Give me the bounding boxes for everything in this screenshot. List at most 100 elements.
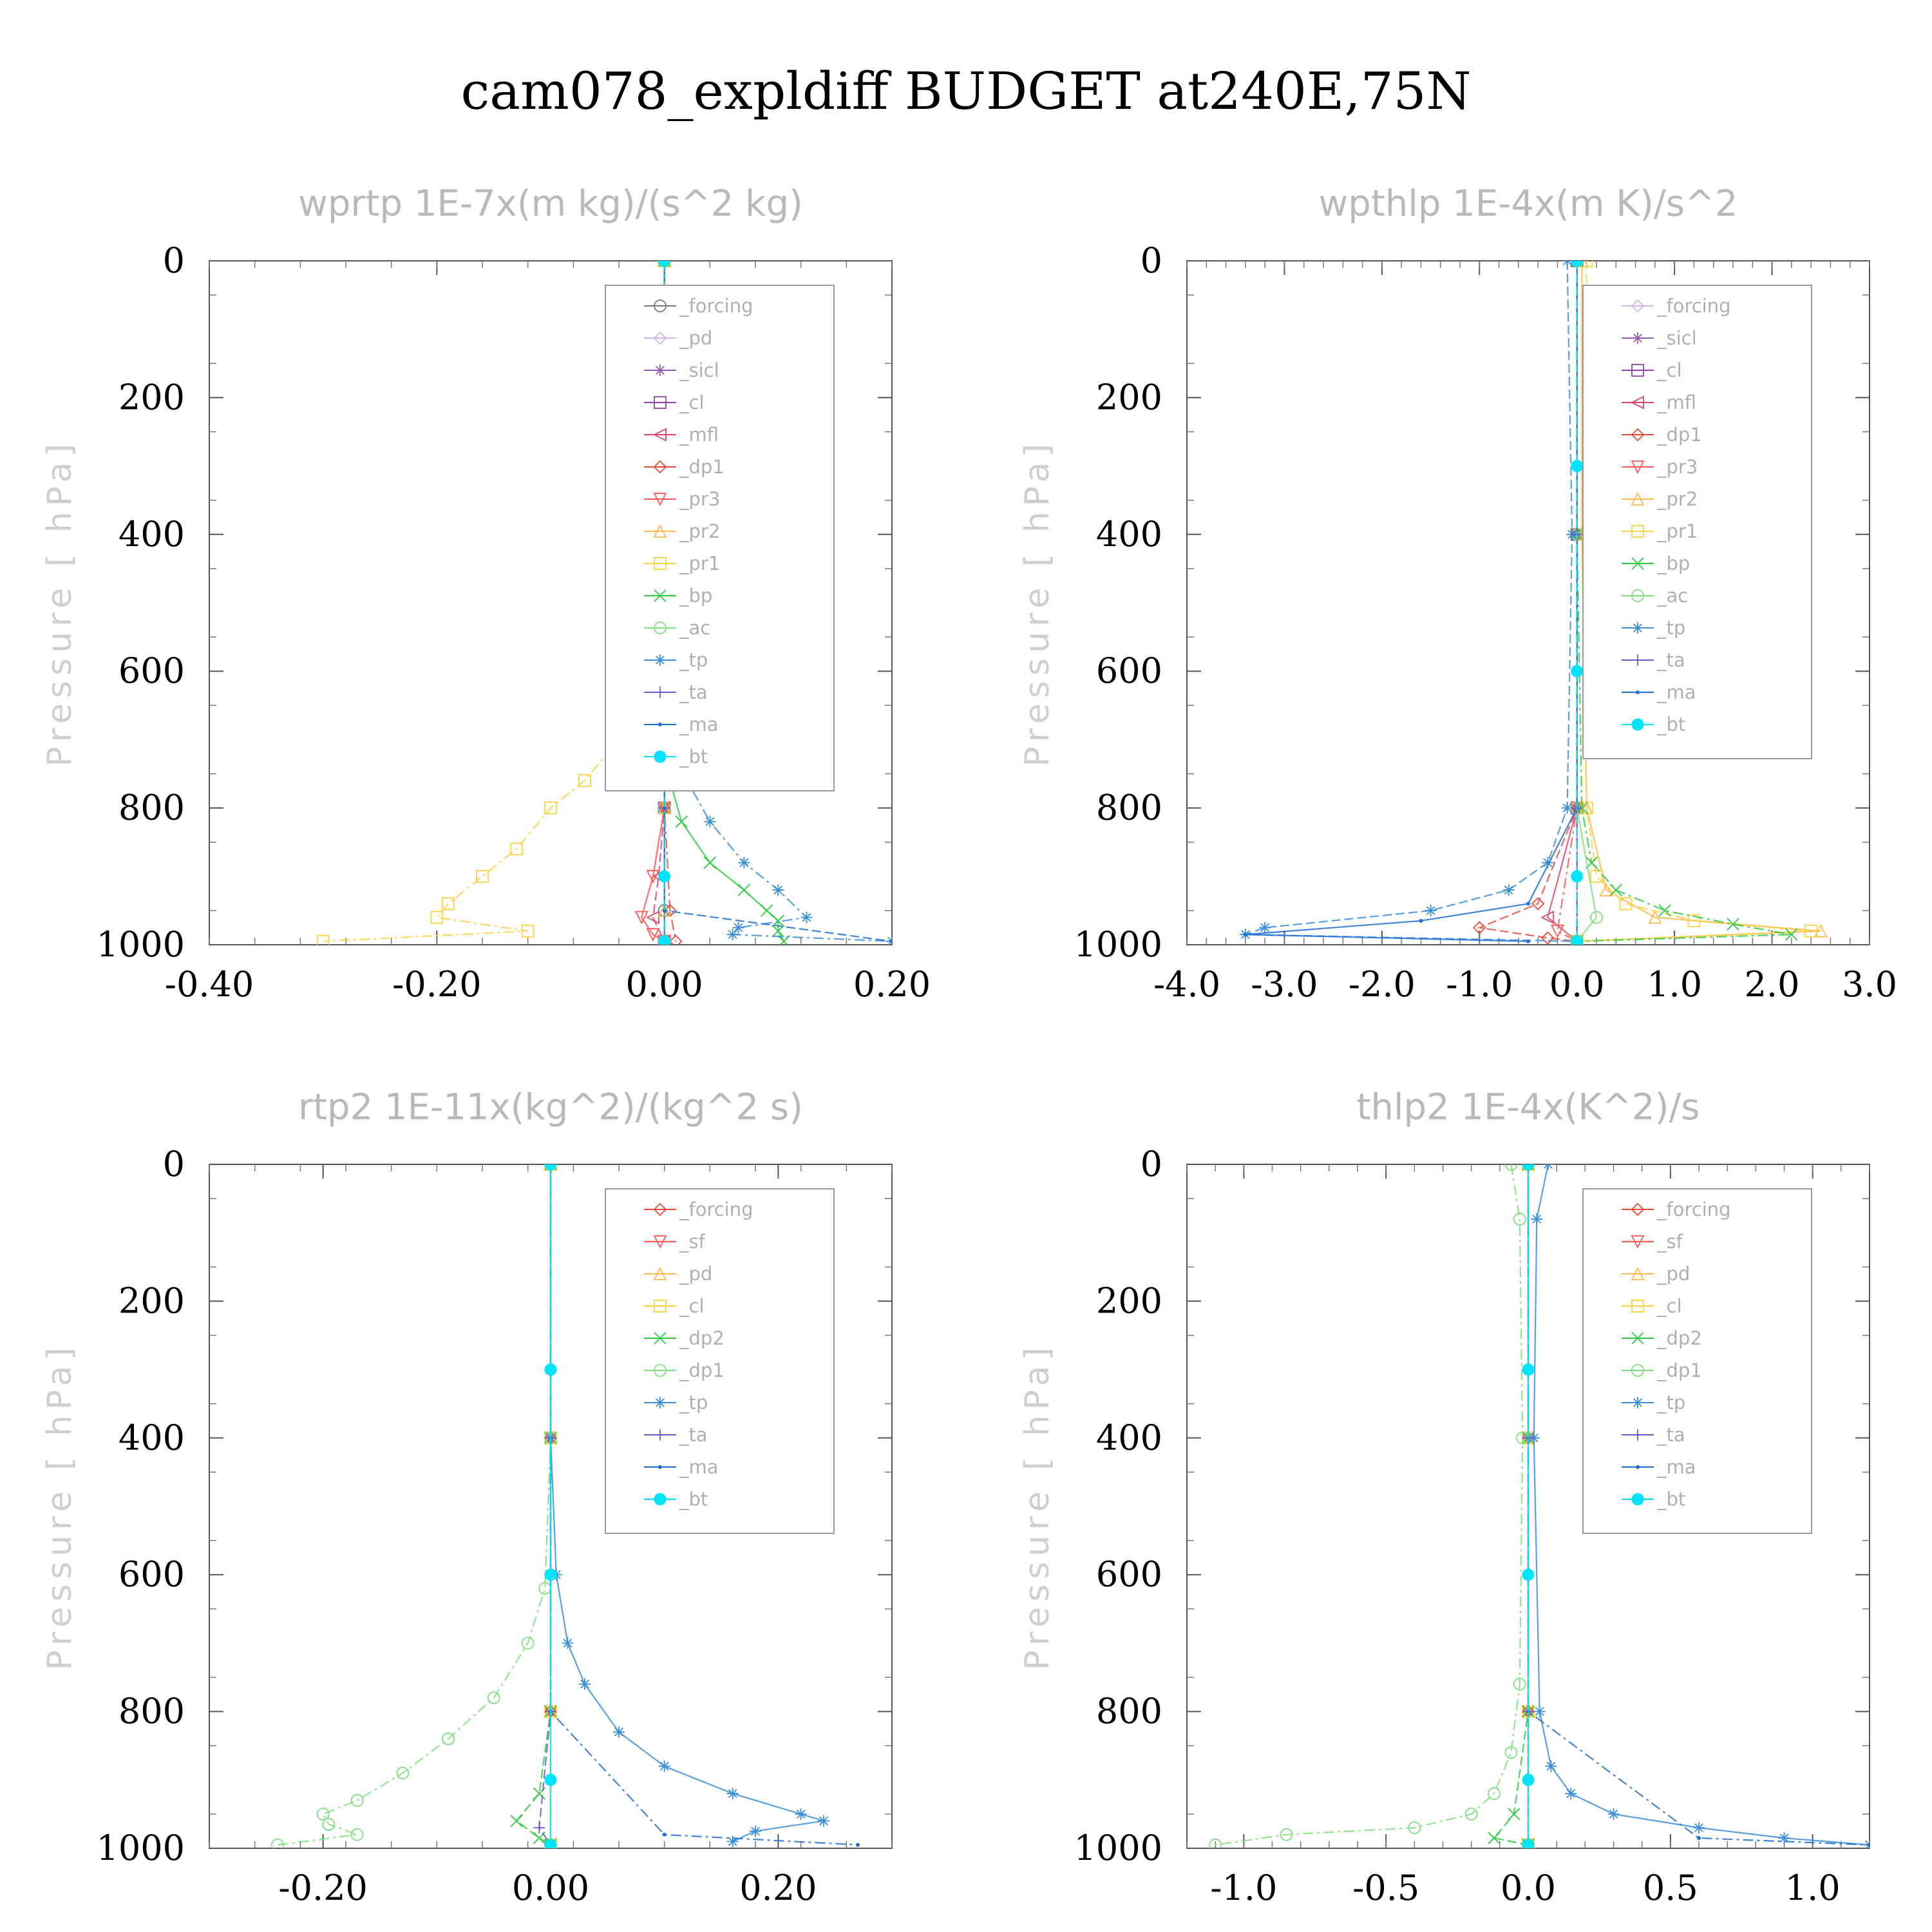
data-point bbox=[1504, 1746, 1518, 1759]
series-line bbox=[549, 1164, 824, 1842]
data-point bbox=[1590, 869, 1603, 883]
y-tick-label: 800 bbox=[118, 1691, 185, 1732]
y-tick-label: 200 bbox=[1096, 377, 1162, 417]
legend-label: _dp1 bbox=[679, 456, 724, 478]
legend-marker bbox=[653, 1266, 667, 1280]
data-point bbox=[1522, 1774, 1535, 1786]
series-line bbox=[538, 1164, 552, 1846]
series-group bbox=[1239, 261, 1828, 945]
data-point bbox=[800, 911, 813, 923]
x-tick-label: 0.00 bbox=[626, 964, 703, 1005]
legend-label: _dp1 bbox=[679, 1359, 724, 1381]
legend-marker bbox=[653, 331, 667, 345]
x-tick-label: -1.0 bbox=[1210, 1868, 1277, 1908]
data-point bbox=[1697, 1836, 1701, 1841]
legend-marker bbox=[1631, 589, 1644, 602]
legend-marker bbox=[654, 365, 666, 376]
data-point bbox=[544, 1839, 557, 1848]
data-point bbox=[510, 842, 523, 856]
data-point bbox=[658, 935, 671, 945]
legend-label: _mfl bbox=[679, 424, 719, 446]
data-point bbox=[578, 774, 591, 788]
legend-label: _cl bbox=[1656, 359, 1682, 381]
legend-label: _ta bbox=[1656, 1424, 1685, 1446]
data-point bbox=[544, 1774, 557, 1786]
data-point bbox=[1571, 460, 1584, 473]
data-point bbox=[1513, 1213, 1526, 1226]
legend-marker bbox=[1631, 1235, 1645, 1249]
x-tick-label: -0.40 bbox=[165, 964, 254, 1005]
legend-label: _pd bbox=[679, 327, 712, 349]
data-point bbox=[430, 911, 444, 924]
legend-marker bbox=[1631, 1332, 1644, 1345]
y-tick-label: 200 bbox=[118, 1280, 185, 1321]
y-tick-label: 400 bbox=[1096, 514, 1162, 554]
legend-marker bbox=[654, 589, 667, 602]
legend-label: _tp bbox=[679, 649, 708, 671]
y-tick-label: 0 bbox=[1141, 1144, 1162, 1184]
data-point bbox=[772, 884, 784, 896]
x-tick-label: 2.0 bbox=[1745, 964, 1800, 1005]
legend-label: _pr3 bbox=[679, 488, 720, 510]
legend-marker bbox=[1631, 1300, 1644, 1312]
legend-label: _tp bbox=[1656, 617, 1685, 639]
series-group bbox=[1209, 1164, 1870, 1848]
data-point bbox=[1259, 922, 1271, 934]
data-point bbox=[1419, 918, 1423, 923]
y-tick-label: 600 bbox=[118, 650, 185, 691]
chart-panel-3: rtp2 1E-11x(kg^2)/(kg^2 s) Pressure [ hPa… bbox=[41, 1086, 893, 1908]
data-point bbox=[1778, 1832, 1790, 1844]
data-point bbox=[1533, 1705, 1546, 1718]
legend-label: _forcing bbox=[1656, 295, 1731, 317]
data-point bbox=[1508, 1808, 1520, 1821]
legend-marker bbox=[654, 299, 667, 312]
legend-label: _pr2 bbox=[679, 520, 720, 542]
x-tick-label: -0.5 bbox=[1352, 1868, 1419, 1908]
y-tick-label: 800 bbox=[1096, 788, 1162, 828]
legend-label: _forcing bbox=[1656, 1198, 1731, 1220]
data-point bbox=[1209, 1838, 1222, 1848]
data-point bbox=[662, 1832, 667, 1837]
data-point bbox=[726, 1835, 739, 1848]
legend-label: _ta bbox=[679, 1424, 708, 1446]
data-point bbox=[1522, 1363, 1535, 1376]
data-point bbox=[1541, 931, 1555, 945]
legend-box bbox=[1582, 285, 1812, 759]
data-point bbox=[1488, 1832, 1501, 1844]
data-point bbox=[1804, 924, 1818, 938]
x-tick-label: -2.0 bbox=[1349, 964, 1416, 1005]
data-point bbox=[1545, 1760, 1557, 1772]
data-point bbox=[726, 1788, 739, 1800]
legend-marker bbox=[654, 557, 667, 570]
data-point bbox=[533, 1822, 545, 1834]
data-point bbox=[487, 1691, 500, 1705]
series-line bbox=[1492, 1164, 1530, 1846]
data-point bbox=[271, 1838, 284, 1848]
data-point bbox=[669, 934, 683, 945]
data-point bbox=[1619, 897, 1633, 911]
series-line bbox=[277, 1164, 552, 1846]
legend-marker bbox=[653, 1235, 667, 1249]
y-tick-label: 600 bbox=[1096, 1554, 1162, 1595]
x-tick-label: 0.0 bbox=[1501, 1868, 1556, 1908]
legend-marker bbox=[653, 1202, 667, 1217]
legend-marker bbox=[658, 723, 662, 726]
data-point bbox=[703, 856, 716, 869]
data-point bbox=[1502, 884, 1515, 896]
data-point bbox=[1488, 1787, 1501, 1800]
y-tick-label: 800 bbox=[1096, 1691, 1162, 1732]
legend-marker bbox=[1631, 1364, 1644, 1377]
legend-label: _dp2 bbox=[679, 1327, 724, 1349]
legend-box bbox=[1582, 1188, 1812, 1534]
legend-marker bbox=[654, 1397, 666, 1408]
legend-label: _ma bbox=[1656, 681, 1696, 703]
data-point bbox=[1727, 918, 1739, 931]
data-point bbox=[1693, 1822, 1705, 1834]
legend-label: _ta bbox=[679, 681, 708, 703]
y-axis-label: Pressure [ hPa] bbox=[41, 1342, 79, 1671]
data-point bbox=[1473, 921, 1486, 934]
legend-marker bbox=[1636, 690, 1640, 694]
legend-marker bbox=[1632, 622, 1643, 634]
data-point bbox=[1280, 1828, 1293, 1841]
